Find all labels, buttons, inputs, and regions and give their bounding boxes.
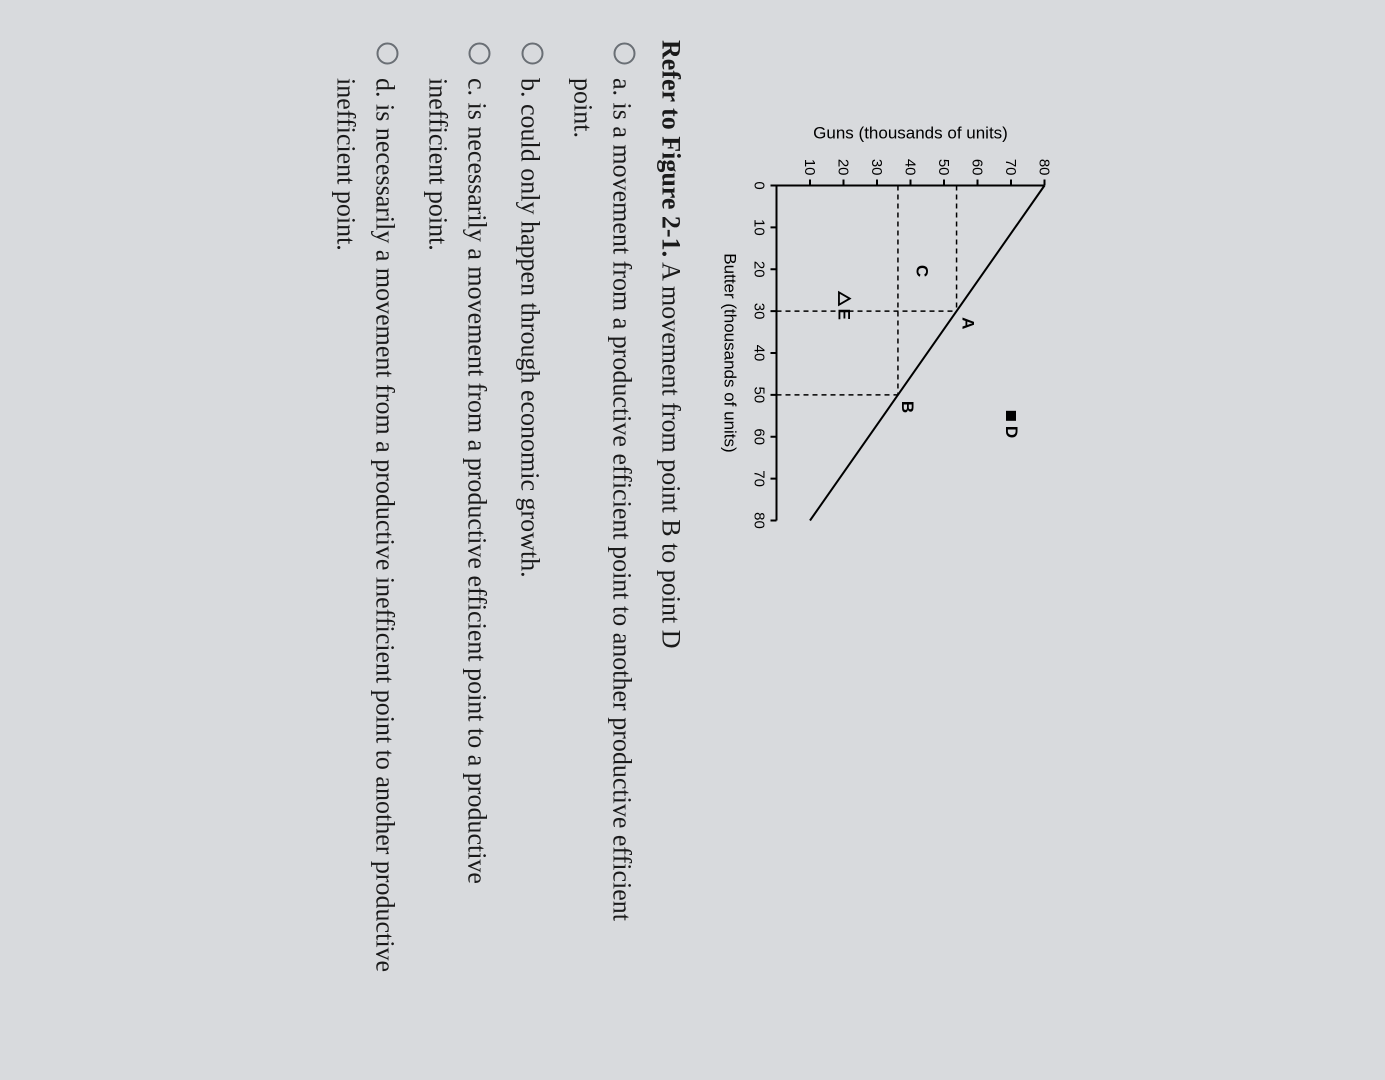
svg-text:50: 50: [935, 158, 952, 175]
svg-text:20: 20: [751, 260, 768, 277]
svg-text:A: A: [959, 317, 978, 329]
svg-text:70: 70: [1002, 158, 1019, 175]
svg-text:10: 10: [801, 158, 818, 175]
svg-text:70: 70: [751, 470, 768, 487]
radio-c[interactable]: [469, 42, 491, 64]
svg-text:30: 30: [751, 302, 768, 319]
svg-text:Guns (thousands of units): Guns (thousands of units): [813, 123, 1008, 142]
svg-text:60: 60: [969, 158, 986, 175]
option-b[interactable]: b. could only happen through economic gr…: [511, 42, 550, 980]
question-stem: Refer to Figure 2-1. A movement from poi…: [652, 40, 691, 980]
svg-text:0: 0: [751, 181, 768, 189]
svg-text:10: 10: [751, 219, 768, 236]
option-text-a: a. is a movement from a productive effic…: [564, 78, 642, 980]
svg-text:Butter (thousands of units): Butter (thousands of units): [721, 253, 740, 452]
svg-text:80: 80: [1036, 158, 1053, 175]
option-text-c: c. is necessarily a movement from a prod…: [419, 78, 497, 980]
option-a[interactable]: a. is a movement from a productive effic…: [564, 42, 642, 980]
stem-prefix: Refer to Figure 2-1.: [657, 40, 686, 257]
radio-d[interactable]: [377, 42, 399, 64]
svg-text:D: D: [1002, 425, 1021, 437]
ppf-chart: 10 20 30 40 50 60 70 80 0 10 20 30 40 50 60 70 80 Butter …: [719, 40, 1059, 1040]
svg-text:C: C: [913, 264, 932, 276]
radio-a[interactable]: [614, 42, 636, 64]
option-d[interactable]: d. is necessarily a movement from a prod…: [327, 42, 405, 980]
options-list: a. is a movement from a productive effic…: [327, 40, 642, 980]
chart-svg: 10 20 30 40 50 60 70 80 0 10 20 30 40 50 60 70 80 Butter …: [719, 120, 1059, 540]
svg-text:E: E: [835, 308, 854, 319]
option-text-d: d. is necessarily a movement from a prod…: [327, 78, 405, 980]
svg-text:30: 30: [868, 158, 885, 175]
svg-text:50: 50: [751, 386, 768, 403]
svg-text:80: 80: [751, 512, 768, 529]
radio-b[interactable]: [522, 42, 544, 64]
svg-text:40: 40: [751, 344, 768, 361]
question-block: Refer to Figure 2-1. A movement from poi…: [327, 40, 691, 980]
stem-rest: A movement from point B to point D: [657, 257, 686, 648]
svg-text:20: 20: [835, 158, 852, 175]
svg-text:40: 40: [902, 158, 919, 175]
option-text-b: b. could only happen through economic gr…: [511, 78, 550, 980]
option-c[interactable]: c. is necessarily a movement from a prod…: [419, 42, 497, 980]
svg-text:60: 60: [751, 428, 768, 445]
svg-text:B: B: [898, 400, 917, 412]
